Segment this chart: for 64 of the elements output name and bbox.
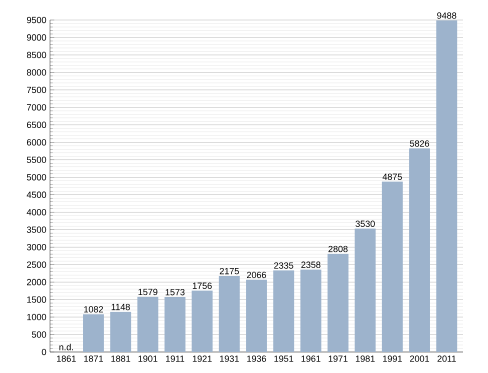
x-tick-label: 1961 (302, 356, 320, 362)
y-tick-label: 5000 (26, 174, 46, 180)
bar (409, 148, 430, 352)
y-tick-label: 2000 (26, 278, 46, 286)
y-tick-label: 9000 (26, 34, 46, 41)
y-tick-label: 6000 (26, 139, 46, 146)
bar (436, 20, 458, 352)
y-tick-label: 6500 (26, 122, 46, 128)
bar (273, 270, 294, 352)
data-label: 2175 (220, 268, 239, 274)
y-tick-label: 4000 (26, 209, 46, 216)
y-tick-label: 3500 (26, 226, 46, 233)
y-tick-label: 1000 (27, 314, 46, 320)
y-tick-label: 9500 (26, 16, 46, 24)
data-label: 1573 (166, 288, 185, 296)
data-label: 1579 (138, 288, 158, 296)
y-tick-label: 0 (42, 348, 46, 356)
data-label: 5826 (410, 140, 430, 147)
bar (328, 254, 348, 352)
y-tick-label: 8000 (26, 69, 46, 76)
data-label: 2808 (328, 246, 348, 252)
y-tick-label: 2500 (26, 261, 46, 268)
data-label: 1082 (84, 306, 103, 312)
data-label: 3530 (356, 220, 375, 227)
y-tick-label: 3000 (26, 244, 46, 250)
x-tick-label: 2001 (410, 356, 430, 362)
x-tick-label: 1911 (166, 356, 184, 362)
x-tick-label: 1971 (328, 356, 348, 362)
bar (137, 296, 158, 352)
x-tick-label: 1881 (111, 356, 130, 362)
x-tick-label: 1901 (138, 356, 158, 362)
y-tick-label: 7000 (26, 104, 46, 111)
bar (300, 270, 322, 352)
data-label: 1148 (112, 304, 130, 310)
data-label: 4875 (382, 174, 402, 180)
y-tick-label: 5500 (26, 156, 46, 163)
data-label: 2335 (274, 262, 294, 269)
bar (192, 290, 213, 352)
data-label: 2358 (301, 262, 320, 268)
y-tick-label: 4500 (26, 192, 46, 198)
bar (246, 280, 267, 352)
x-tick-label: 1931 (220, 356, 239, 362)
x-tick-label: 1861 (57, 356, 76, 362)
data-label: 2066 (246, 272, 266, 278)
x-tick-label: 1871 (84, 356, 104, 362)
data-label: 9488 (437, 12, 456, 19)
x-tick-label: 1981 (356, 356, 375, 362)
data-label: 1756 (192, 282, 212, 289)
bar (110, 312, 132, 352)
y-tick-label: 1500 (27, 296, 46, 303)
y-tick-label: 500 (32, 331, 46, 338)
y-tick-label: 7500 (26, 86, 46, 94)
bar (382, 182, 403, 352)
bar (164, 297, 186, 352)
x-tick-label: 2011 (438, 356, 456, 362)
text: n.d. (59, 344, 73, 350)
y-tick-label: 8500 (26, 52, 46, 58)
bar (218, 276, 240, 352)
bar (83, 314, 104, 352)
x-tick-label: 1936 (247, 356, 266, 362)
x-tick-label: 1991 (383, 356, 402, 362)
x-tick-label: 1921 (192, 356, 212, 362)
x-tick-label: 1951 (274, 356, 294, 362)
bar (354, 228, 376, 352)
